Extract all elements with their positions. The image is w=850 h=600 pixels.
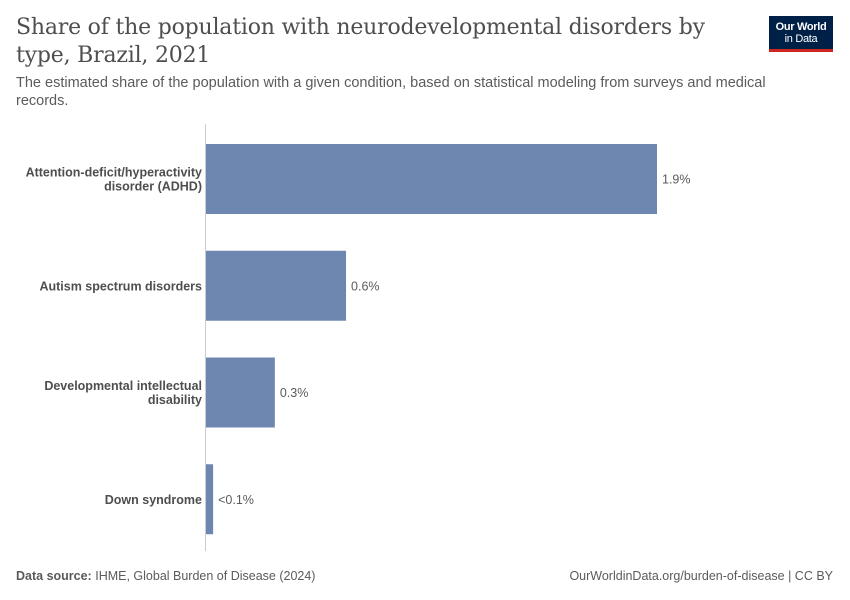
category-label-line: Developmental intellectual — [44, 379, 202, 393]
chart-subtitle: The estimated share of the population wi… — [16, 75, 766, 109]
category-label-line: Autism spectrum disorders — [39, 279, 202, 293]
logo-line-1: Our World — [775, 21, 827, 33]
category-label-line: disorder (ADHD) — [104, 180, 202, 194]
owid-logo[interactable]: Our World in Data — [769, 16, 833, 52]
category-label-1: Autism spectrum disorders — [39, 279, 202, 293]
bar-2[interactable] — [206, 357, 275, 428]
value-label-2: 0.3% — [280, 386, 309, 400]
chart-title: Share of the population with neurodevelo… — [16, 15, 705, 68]
value-label-0: 1.9% — [662, 173, 691, 187]
category-label-0: Attention-deficit/hyperactivity disorder … — [26, 166, 202, 194]
value-label-1: 0.6% — [351, 279, 380, 293]
bar-0[interactable] — [206, 144, 657, 214]
category-label-3: Down syndrome — [105, 493, 202, 507]
category-label-2: Developmental intellectual disability — [44, 379, 202, 407]
bar-1[interactable] — [206, 250, 347, 321]
bars-layer: 1.9% Attention-deficit/hyperactivity disor… — [26, 144, 691, 535]
data-source-text: IHME, Global Burden of Disease (2024) — [95, 569, 316, 583]
data-source-label: Data source: — [16, 569, 92, 583]
source-url-link[interactable]: OurWorldinData.org/burden-of-disease | C… — [569, 569, 833, 583]
value-label-3: <0.1% — [218, 493, 254, 507]
logo-line-2: in Data — [784, 33, 818, 45]
bar-3[interactable] — [206, 464, 214, 535]
category-label-line: Attention-deficit/hyperactivity — [26, 166, 202, 180]
category-label-line: disability — [148, 393, 202, 407]
data-source: Data source: IHME, Global Burden of Dise… — [16, 569, 315, 583]
category-label-line: Down syndrome — [105, 493, 202, 507]
